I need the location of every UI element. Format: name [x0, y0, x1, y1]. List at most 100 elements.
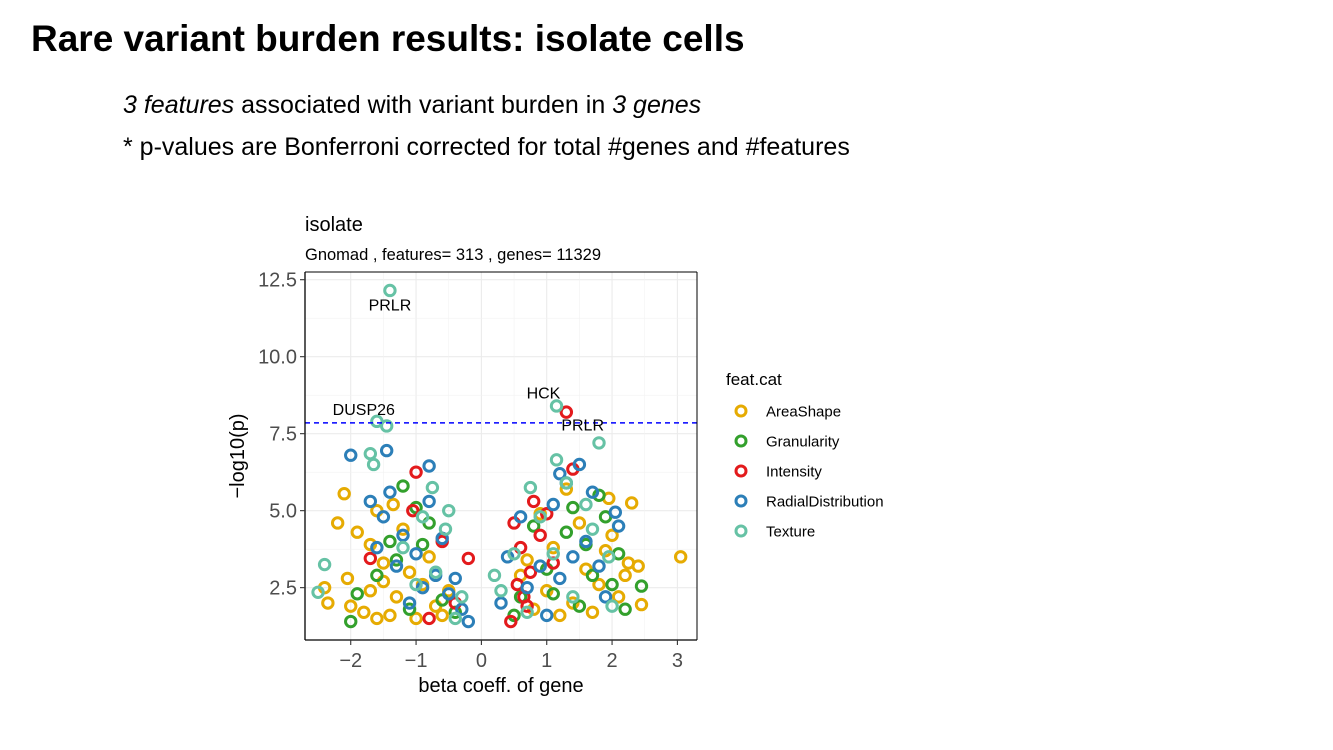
data-point-intensity — [533, 528, 547, 542]
data-point-texture — [585, 522, 600, 536]
legend-label: Granularity — [766, 434, 840, 451]
data-point-texture — [523, 480, 538, 495]
data-point-granularity — [572, 599, 587, 613]
data-point-radialdistribution — [520, 580, 534, 595]
gene-label: PRLR — [561, 418, 604, 435]
data-point-areashape — [363, 537, 378, 552]
legend-label: AreaShape — [766, 404, 841, 421]
data-point-radialdistribution — [566, 550, 580, 564]
bullet-genes-count: 3 genes — [612, 91, 702, 119]
data-point-granularity — [350, 587, 364, 601]
gene-label: HCK — [527, 385, 561, 402]
legend-key-granularity — [734, 434, 748, 448]
data-point-radialdistribution — [448, 571, 462, 586]
data-point-radialdistribution — [402, 596, 417, 610]
y-tick-label: 5.0 — [269, 501, 297, 523]
data-point-areashape — [553, 608, 567, 623]
data-point-areashape — [422, 550, 436, 564]
data-point-radialdistribution — [608, 505, 623, 519]
data-point-intensity — [406, 503, 420, 518]
data-point-radialdistribution — [494, 596, 508, 610]
data-point-radialdistribution — [379, 443, 394, 458]
data-point-granularity — [370, 568, 384, 583]
legend-title: feat.cat — [726, 370, 782, 389]
data-point-radialdistribution — [363, 494, 378, 509]
data-point-intensity — [409, 465, 423, 479]
legend-label: Intensity — [766, 464, 822, 481]
data-point-intensity — [504, 614, 518, 629]
data-point-areashape — [376, 556, 391, 570]
data-point-texture — [507, 547, 521, 561]
data-point-radialdistribution — [546, 497, 560, 512]
data-point-radialdistribution — [370, 540, 384, 555]
data-point-areashape — [409, 611, 423, 626]
data-point-areashape — [605, 528, 619, 542]
data-point-intensity — [523, 565, 538, 579]
data-point-areashape — [402, 565, 417, 579]
data-point-granularity — [592, 488, 606, 502]
data-point-areashape — [634, 597, 649, 612]
y-tick-label: 10.0 — [258, 347, 297, 369]
bullet-features-count: 3 features — [123, 91, 235, 119]
data-point-texture — [494, 584, 508, 598]
data-point-texture — [311, 585, 325, 599]
bullet-features-genes: 3 features associated with variant burde… — [123, 91, 701, 120]
data-point-radialdistribution — [579, 534, 593, 549]
x-tick-label: 0 — [476, 650, 487, 672]
data-point-granularity — [344, 614, 358, 629]
data-point-granularity — [415, 537, 430, 552]
data-point-granularity — [618, 602, 632, 616]
data-point-areashape — [566, 596, 580, 610]
data-point-texture — [383, 283, 397, 298]
legend-key-radialdistribution — [734, 494, 748, 508]
data-point-areashape — [631, 559, 645, 573]
plot-panel — [305, 272, 697, 640]
data-point-texture — [396, 540, 410, 555]
data-point-radialdistribution — [533, 559, 547, 573]
data-point-radialdistribution — [376, 510, 391, 524]
data-point-areashape — [611, 590, 626, 604]
data-point-radialdistribution — [500, 550, 515, 564]
data-point-areashape — [363, 584, 378, 598]
data-point-areashape — [673, 550, 688, 564]
y-axis-label: −log10(p) — [227, 413, 249, 498]
x-axis-label: beta coeff. of gene — [418, 675, 583, 697]
data-point-granularity — [402, 602, 417, 616]
data-point-texture — [379, 419, 394, 433]
y-tick-label: 12.5 — [258, 270, 297, 292]
data-point-areashape — [357, 605, 371, 619]
data-point-radialdistribution — [540, 608, 554, 623]
data-point-granularity — [396, 479, 410, 493]
data-point-granularity — [585, 568, 600, 583]
legend-label: RadialDistribution — [766, 494, 884, 511]
legend-key-intensity — [734, 464, 748, 478]
x-tick-label: 1 — [541, 650, 552, 672]
data-point-areashape — [592, 577, 606, 592]
gene-label: PRLR — [369, 297, 412, 314]
data-point-radialdistribution — [383, 485, 397, 499]
data-point-texture — [549, 453, 564, 467]
data-point-radialdistribution — [553, 571, 567, 586]
data-point-areashape — [572, 516, 587, 530]
data-point-areashape — [585, 605, 600, 619]
data-point-radialdistribution — [513, 510, 528, 524]
data-point-texture — [455, 590, 469, 604]
x-tick-label: 3 — [672, 650, 683, 672]
slide-title: Rare variant burden results: isolate cel… — [31, 18, 745, 59]
data-point-intensity — [461, 551, 476, 566]
data-point-areashape — [370, 611, 384, 626]
data-point-areashape — [340, 571, 355, 586]
data-point-radialdistribution — [396, 528, 410, 542]
bullet-features-text: associated with variant burden in — [234, 91, 613, 119]
data-point-areashape — [540, 584, 554, 598]
chart-subtitle: Gnomad , features= 313 , genes= 11329 — [305, 246, 601, 264]
data-point-texture — [546, 547, 560, 561]
data-point-radialdistribution — [592, 559, 606, 573]
data-point-texture — [409, 577, 423, 592]
data-point-radialdistribution — [389, 559, 404, 573]
y-tick-label: 7.5 — [269, 424, 297, 446]
data-point-texture — [438, 522, 453, 536]
data-point-areashape — [337, 487, 351, 501]
data-point-texture — [559, 476, 574, 490]
data-point-areashape — [396, 522, 410, 536]
